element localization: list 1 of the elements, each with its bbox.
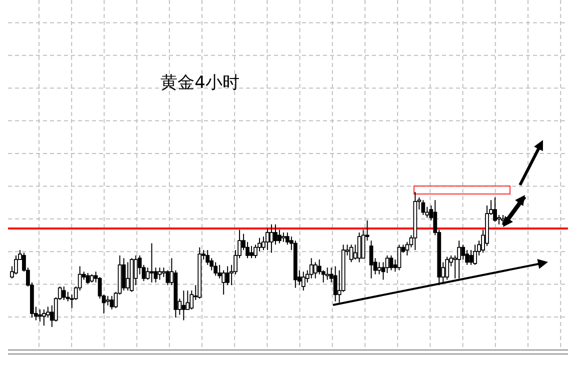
title: 黄金4小时 — [160, 73, 240, 93]
